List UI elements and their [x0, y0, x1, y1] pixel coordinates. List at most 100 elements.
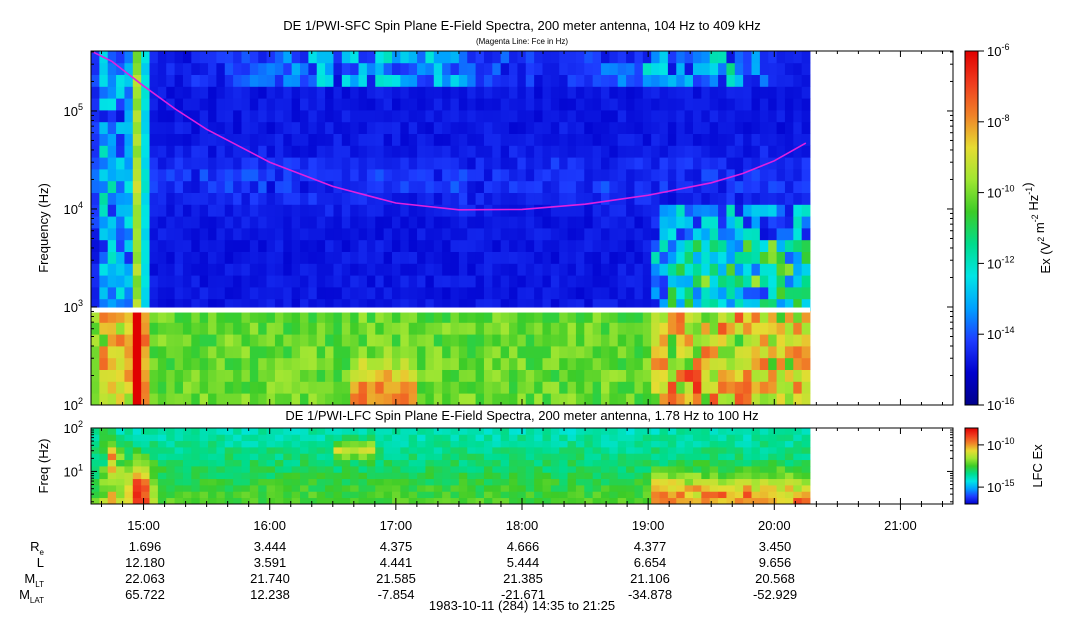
lfc-heat-cell: [642, 459, 652, 467]
sfc-heat-cell: [667, 204, 677, 217]
lfc-heat-cell: [467, 447, 476, 454]
sfc-heat-cell: [801, 346, 811, 359]
sfc-heat-cell: [534, 357, 543, 370]
sfc-heat-cell: [425, 369, 435, 382]
sfc-heat-cell: [776, 204, 786, 217]
sfc-heat-cell: [509, 298, 518, 311]
sfc-heat-cell: [734, 51, 744, 64]
lfc-heat-cell: [208, 453, 217, 461]
sfc-heat-cell: [124, 62, 134, 75]
lfc-heat-cell: [642, 472, 652, 480]
lfc-heat-cell: [651, 453, 660, 461]
lfc-heat-cell: [266, 485, 276, 492]
sfc-heat-cell: [768, 357, 777, 370]
sfc-heat-cell: [784, 216, 794, 229]
sfc-heat-cell: [567, 310, 577, 323]
sfc-heat-cell: [559, 263, 568, 276]
sfc-heat-cell: [216, 86, 226, 99]
sfc-heat-cell: [116, 180, 125, 193]
sfc-heat-cell: [601, 157, 610, 170]
sfc-heat-cell: [99, 346, 109, 359]
sfc-heat-cell: [350, 251, 359, 264]
sfc-heat-cell: [191, 86, 201, 99]
sfc-heat-cell: [634, 228, 644, 241]
sfc-heat-cell: [676, 298, 686, 311]
sfc-heat-cell: [107, 133, 117, 146]
lfc-heat-cell: [567, 459, 577, 467]
sfc-heat-cell: [575, 62, 585, 75]
sfc-heat-cell: [609, 110, 619, 123]
sfc-heat-cell: [366, 86, 376, 99]
lfc-heat-cell: [567, 447, 577, 454]
sfc-heat-cell: [208, 62, 217, 75]
sfc-heat-cell: [99, 275, 109, 288]
sfc-heat-cell: [249, 369, 259, 382]
sfc-heat-cell: [375, 263, 385, 276]
ephemeris-value: 21.740: [250, 571, 290, 586]
sfc-heat-cell: [283, 145, 293, 158]
sfc-heat-cell: [475, 310, 485, 323]
sfc-heat-cell: [734, 204, 744, 217]
lfc-heat-cell: [475, 459, 485, 467]
sfc-heat-cell: [208, 381, 217, 394]
sfc-heat-cell: [208, 357, 217, 370]
sfc-heat-cell: [300, 310, 309, 323]
sfc-heat-cell: [701, 157, 711, 170]
sfc-heat-cell: [116, 216, 125, 229]
sfc-heat-cell: [316, 110, 326, 123]
sfc-heat-cell: [617, 216, 627, 229]
lfc-heat-cell: [617, 459, 627, 467]
sfc-heat-cell: [124, 381, 134, 394]
lfc-heat-cell: [651, 491, 660, 499]
sfc-heat-cell: [751, 216, 761, 229]
sfc-heat-cell: [684, 275, 694, 288]
sfc-heat-cell: [525, 298, 535, 311]
lfc-heat-cell: [534, 459, 543, 467]
lfc-heat-cell: [801, 472, 811, 480]
sfc-heat-cell: [274, 381, 284, 394]
sfc-heat-cell: [283, 393, 293, 405]
sfc-heat-cell: [751, 51, 761, 64]
lfc-heat-cell: [216, 434, 226, 442]
sfc-heat-cell: [208, 310, 217, 323]
sfc-heat-cell: [475, 145, 485, 158]
sfc-heat-cell: [684, 192, 694, 205]
sfc-heat-cell: [208, 287, 217, 300]
sfc-heat-cell: [801, 121, 811, 134]
sfc-heat-cell: [642, 346, 652, 359]
sfc-heat-cell: [350, 133, 359, 146]
lfc-heat-cell: [726, 453, 736, 461]
sfc-heat-cell: [141, 110, 150, 123]
lfc-heat-cell: [383, 472, 393, 480]
sfc-heat-cell: [233, 74, 242, 87]
sfc-heat-cell: [801, 239, 811, 252]
lfc-heat-cell: [601, 466, 610, 473]
lfc-heat-cell: [341, 491, 351, 499]
sfc-heat-cell: [751, 298, 761, 311]
sfc-heat-cell: [726, 251, 736, 264]
sfc-heat-cell: [107, 263, 117, 276]
lfc-heat-cell: [216, 497, 226, 504]
sfc-heat-cell: [743, 275, 752, 288]
sfc-heat-cell: [458, 145, 468, 158]
sfc-heat-cell: [233, 334, 242, 347]
sfc-heat-cell: [291, 204, 301, 217]
sfc-heat-cell: [391, 346, 401, 359]
sfc-heat-cell: [166, 228, 176, 241]
sfc-heat-cell: [751, 192, 761, 205]
sfc-heat-cell: [208, 322, 217, 335]
sfc-heat-cell: [141, 239, 150, 252]
sfc-heat-cell: [132, 357, 142, 370]
sfc-heat-cell: [500, 110, 510, 123]
sfc-heat-cell: [341, 180, 351, 193]
lfc-heat-cell: [601, 428, 610, 435]
lfc-heat-cell: [784, 428, 794, 435]
sfc-heat-cell: [559, 74, 568, 87]
sfc-heat-cell: [408, 204, 418, 217]
lfc-heat-cell: [517, 491, 527, 499]
sfc-heat-cell: [408, 98, 418, 111]
sfc-heat-cell: [601, 192, 610, 205]
sfc-heat-cell: [601, 393, 610, 405]
sfc-heat-cell: [182, 322, 192, 335]
lfc-heat-cell: [199, 434, 209, 442]
